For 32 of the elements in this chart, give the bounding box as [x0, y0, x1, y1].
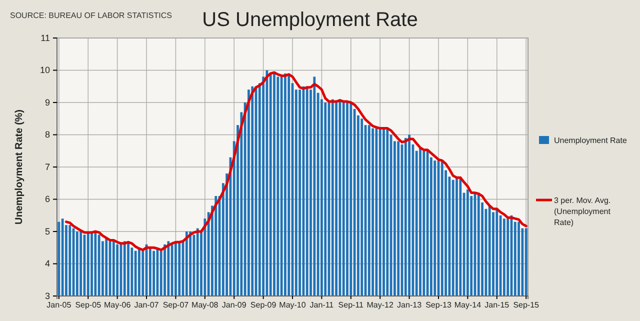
x-tick-label: Sep-07	[162, 300, 190, 310]
y-tick-label: 3	[44, 290, 50, 301]
x-tick-label: May-12	[366, 300, 394, 310]
y-axis-title: Unemployment Rate (%)	[14, 109, 25, 225]
y-tick-label: 5	[44, 226, 50, 236]
source-note: SOURCE: BUREAU OF LABOR STATISTICS	[10, 11, 172, 20]
x-tick-label: Jan-09	[222, 300, 247, 310]
chart-title: US Unemployment Rate	[202, 9, 418, 31]
x-tick-label: May-06	[104, 300, 132, 310]
y-tick-label: 9	[44, 97, 50, 108]
x-tick-label: Sep-13	[426, 300, 452, 310]
line-series	[64, 71, 528, 252]
x-tick-label: Jan-13	[397, 300, 422, 310]
x-tick-label: May-10	[279, 300, 306, 310]
y-tick-label: 8	[44, 130, 50, 140]
y-tick-label: 7	[44, 162, 50, 172]
y-tick-label: 4	[44, 258, 50, 269]
x-tick-label: Sep-09	[250, 300, 277, 310]
x-tick-label: May-08	[192, 300, 219, 310]
x-tick-label: Sep-11	[338, 300, 364, 310]
x-tick-label: Jan-11	[310, 300, 334, 310]
x-tick-label: Sep-15	[513, 300, 540, 310]
legend-label: 3 per. Mov. Avg. (Unemployment Rate)	[554, 196, 612, 227]
y-tick-label: 11	[40, 32, 50, 43]
x-tick-label: Sep-05	[75, 300, 102, 310]
x-tick-label: Jan-15	[484, 300, 510, 310]
x-tick-label: Jan-07	[134, 300, 160, 310]
x-tick-label: Jan-05	[46, 300, 72, 310]
y-tick-label: 6	[44, 194, 50, 204]
x-tick-label: May-14	[454, 300, 482, 310]
y-tick-label: 10	[40, 65, 50, 76]
legend-label: Unemployment Rate	[554, 136, 628, 145]
